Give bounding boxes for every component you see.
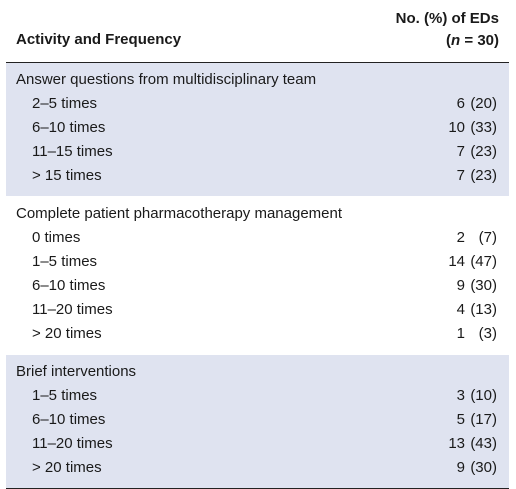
row-label: 11–15 times (32, 143, 113, 160)
row-count: 2 (456, 229, 465, 246)
table-row: 11–20 times 4 (13) (6, 298, 509, 322)
section-title: Complete patient pharmacotherapy managem… (16, 205, 343, 222)
row-count: 13 (448, 435, 465, 452)
table-row: > 20 times 9 (30) (6, 456, 509, 480)
table-row: 0 times 2 (7) (6, 226, 509, 250)
row-percent: (33) (470, 119, 497, 136)
row-label: > 20 times (32, 459, 102, 476)
row-percent: (30) (470, 459, 497, 476)
table-row: > 20 times 1 (3) (6, 322, 509, 346)
section-brief-interventions: Brief interventions 1–5 times 3 (10) 6–1… (6, 354, 509, 489)
header-activity-frequency: Activity and Frequency (16, 31, 182, 48)
row-count: 7 (456, 167, 465, 184)
row-label: 1–5 times (32, 387, 98, 404)
row-count: 4 (456, 301, 465, 318)
table-row: 6–10 times 10 (33) (6, 116, 509, 140)
table-row: 1–5 times 14 (47) (6, 250, 509, 274)
header-count-line2: (n = 30) (396, 30, 499, 52)
row-count: 3 (456, 387, 465, 404)
row-percent: (3) (478, 325, 497, 342)
table-row: 11–15 times 7 (23) (6, 140, 509, 164)
row-percent: (13) (470, 301, 497, 318)
row-label: 0 times (32, 229, 81, 246)
table-row: > 15 times 7 (23) (6, 164, 509, 188)
row-percent: (10) (470, 387, 497, 404)
row-label: 6–10 times (32, 277, 106, 294)
row-label: > 20 times (32, 325, 102, 342)
row-percent: (30) (470, 277, 497, 294)
row-percent: (7) (478, 229, 497, 246)
section-multidisciplinary: Answer questions from multidisciplinary … (6, 63, 509, 196)
row-label: 11–20 times (32, 435, 113, 452)
row-label: 1–5 times (32, 253, 98, 270)
data-table: Activity and Frequency No. (%) of EDs (n… (6, 0, 509, 489)
row-percent: (43) (470, 435, 497, 452)
section-title: Answer questions from multidisciplinary … (16, 71, 317, 88)
header-count-line1: No. (%) of EDs (395, 10, 499, 27)
table-row: 6–10 times 9 (30) (6, 274, 509, 298)
row-count: 7 (456, 143, 465, 160)
table-header: Activity and Frequency No. (%) of EDs (n… (6, 0, 509, 63)
header-n: n (451, 32, 461, 49)
header-n-value: = 30) (460, 32, 499, 49)
table-row: 11–20 times 13 (43) (6, 432, 509, 456)
row-label: 6–10 times (32, 411, 106, 428)
table-row: 1–5 times 3 (10) (6, 384, 509, 408)
row-percent: (23) (470, 143, 497, 160)
table-row: 6–10 times 5 (17) (6, 408, 509, 432)
row-count: 5 (456, 411, 465, 428)
row-count: 1 (456, 325, 465, 342)
section-pharmacotherapy: Complete patient pharmacotherapy managem… (6, 196, 509, 354)
row-percent: (17) (470, 411, 497, 428)
row-label: 11–20 times (32, 301, 113, 318)
row-count: 6 (456, 95, 465, 112)
row-label: 6–10 times (32, 119, 106, 136)
row-count: 14 (448, 253, 465, 270)
row-count: 10 (448, 119, 465, 136)
row-percent: (20) (470, 95, 497, 112)
header-paren: ( (446, 32, 452, 49)
row-percent: (47) (470, 253, 497, 270)
header-count-percent: No. (%) of EDs (n = 30) (396, 8, 499, 52)
row-count: 9 (456, 459, 465, 476)
section-title: Brief interventions (16, 363, 137, 380)
row-count: 9 (456, 277, 465, 294)
row-label: 2–5 times (32, 95, 98, 112)
table-row: 2–5 times 6 (20) (6, 92, 509, 116)
row-label: > 15 times (32, 167, 102, 184)
row-percent: (23) (470, 167, 497, 184)
